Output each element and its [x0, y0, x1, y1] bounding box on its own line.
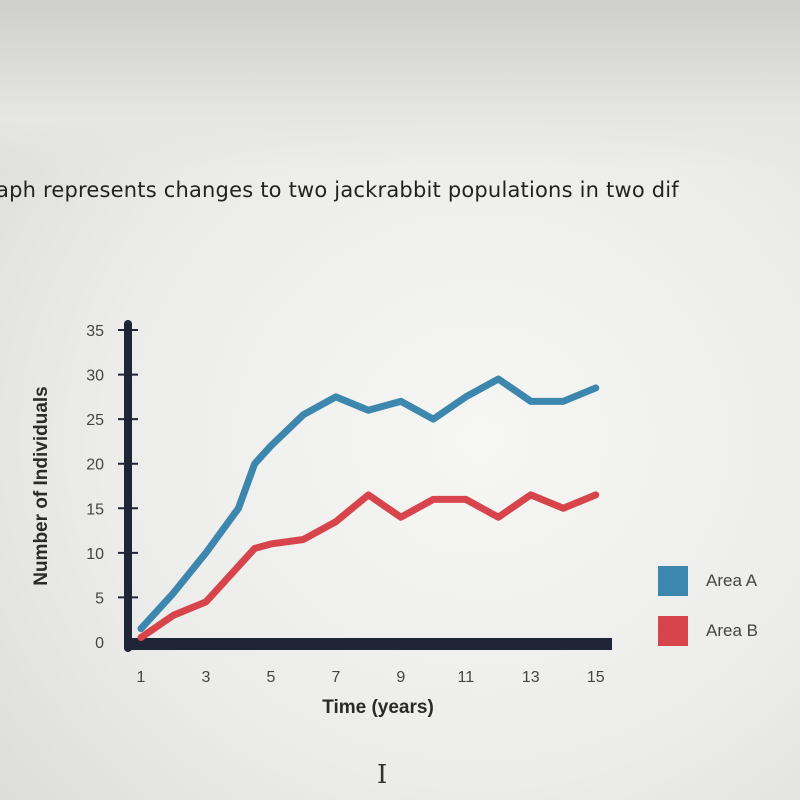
- y-tick-label: 5: [95, 590, 104, 607]
- background-shade: [0, 0, 800, 170]
- x-tick-label: 15: [587, 669, 605, 686]
- x-tick-label: 13: [522, 669, 540, 686]
- legend-label: Area B: [706, 621, 758, 640]
- chart-legend: Area A Area B: [658, 566, 758, 646]
- x-tick-label: 1: [137, 669, 146, 686]
- legend-swatch: [658, 616, 688, 646]
- x-axis-label: Time (years): [322, 697, 434, 718]
- y-tick-label: 30: [86, 368, 104, 385]
- text-cursor-icon: I: [377, 760, 388, 790]
- y-tick-label: 10: [86, 546, 104, 563]
- x-tick-label: 9: [396, 669, 405, 686]
- x-tick-label: 5: [266, 669, 275, 686]
- x-tick-label: 11: [458, 669, 475, 686]
- y-axis-label: Number of Individuals: [31, 386, 52, 586]
- x-tick-label: 7: [331, 669, 340, 686]
- legend-swatch: [658, 566, 688, 596]
- y-tick-label: 15: [86, 501, 104, 518]
- y-tick-label: 0: [95, 635, 104, 652]
- x-tick-label: 3: [202, 669, 211, 686]
- y-tick-label: 35: [86, 323, 104, 340]
- y-tick-label: 20: [86, 457, 104, 474]
- series-line-area-b: [137, 491, 600, 642]
- chart-series: [137, 375, 600, 642]
- y-tick-label: 25: [86, 412, 104, 429]
- series-line-area-a: [137, 375, 600, 633]
- question-text: aph represents changes to two jackrabbit…: [0, 178, 679, 202]
- legend-label: Area A: [706, 571, 758, 590]
